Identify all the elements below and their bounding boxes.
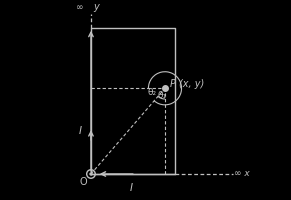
Text: ∞ x: ∞ x <box>234 169 250 178</box>
Text: ∞: ∞ <box>76 3 83 12</box>
Text: θ₁: θ₁ <box>157 91 166 100</box>
Text: O: O <box>79 177 87 187</box>
Text: y: y <box>93 2 99 12</box>
Text: θ₂: θ₂ <box>148 88 157 97</box>
Text: I: I <box>79 126 82 136</box>
Circle shape <box>90 173 92 175</box>
Text: I: I <box>129 183 132 193</box>
Text: P (x, y): P (x, y) <box>170 79 204 89</box>
